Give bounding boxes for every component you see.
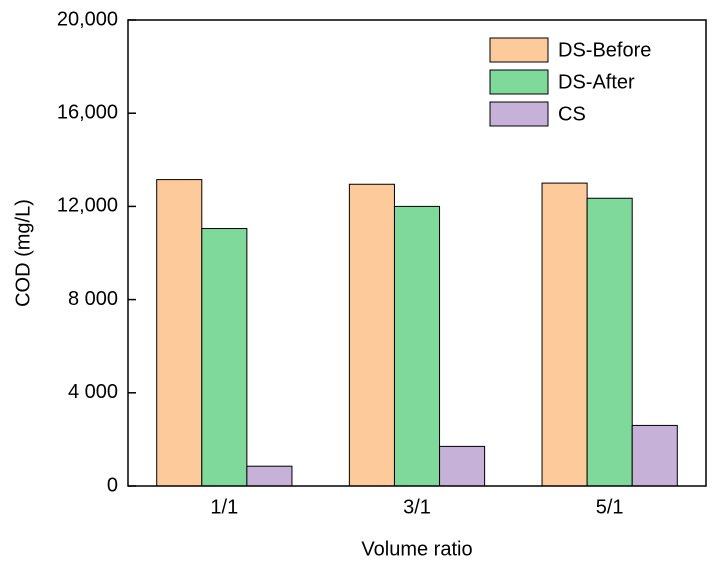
y-tick-label: 8 000 (68, 288, 118, 310)
legend-label: DS-Before (558, 39, 651, 61)
y-axis-label: COD (mg/L) (12, 199, 34, 307)
y-tick-label: 20,000 (57, 8, 118, 30)
bar (246, 465, 293, 487)
y-tick-label: 12,000 (57, 195, 118, 217)
legend-label: CS (558, 103, 586, 125)
bar (393, 205, 441, 487)
bar (631, 424, 678, 487)
bar (156, 179, 203, 487)
x-tick-label: 1/1 (210, 496, 238, 518)
bar (439, 445, 486, 487)
bar (201, 228, 248, 487)
legend-swatch (489, 37, 549, 63)
y-tick-label: 16,000 (57, 101, 118, 123)
bar (348, 183, 395, 487)
y-tick-label: 0 (107, 474, 118, 496)
bar (541, 182, 588, 487)
plot-frame (127, 19, 707, 487)
y-tick-label: 4 000 (68, 381, 118, 403)
legend-swatch (489, 101, 549, 127)
legend-swatch (489, 69, 549, 95)
x-axis-label: Volume ratio (361, 538, 472, 560)
x-tick-label: 3/1 (403, 496, 431, 518)
bar (586, 197, 633, 487)
legend-label: DS-After (558, 71, 635, 93)
x-tick-label: 5/1 (596, 496, 624, 518)
